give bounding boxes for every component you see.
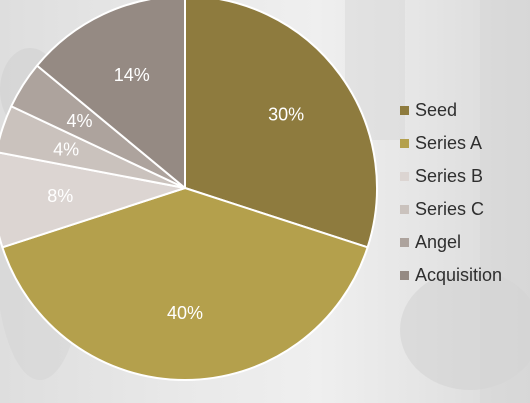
pie-slice-acquisition <box>36 0 186 189</box>
pie-slice-labels: 30% 40% 8% 4% 4% 14% <box>47 65 304 323</box>
legend-label: Angel <box>415 232 462 252</box>
pie-slice-label: 14% <box>114 65 150 85</box>
legend-item-series-c: Series C <box>400 193 502 226</box>
pie-slices <box>0 0 378 381</box>
legend-label: Acquisition <box>415 265 503 285</box>
legend-label: Seed <box>415 100 458 120</box>
legend-label: Series A <box>415 133 483 153</box>
legend-item-acquisition: Acquisition <box>400 259 502 292</box>
legend-swatch <box>400 139 409 148</box>
pie-slice-label: 8% <box>47 186 73 206</box>
legend: Seed Series A Series B Series C Angel Acquisi… <box>400 94 502 292</box>
legend-swatch <box>400 271 409 280</box>
pie-slice-label: 40% <box>167 303 203 323</box>
legend-swatch <box>400 238 409 247</box>
legend-item-angel: Angel <box>400 226 502 259</box>
legend-label: Series C <box>415 199 485 219</box>
pie-slice-series-b <box>0 151 186 249</box>
legend-item-series-b: Series B <box>400 160 502 193</box>
legend-item-series-a: Series A <box>400 127 502 160</box>
legend-swatch <box>400 106 409 115</box>
legend-label: Series B <box>415 166 484 186</box>
pie-slice-label: 4% <box>66 111 92 131</box>
pie-slice-label: 4% <box>53 139 79 159</box>
legend-item-seed: Seed <box>400 94 502 127</box>
legend-swatch <box>400 172 409 181</box>
pie-slice-seed <box>184 0 378 249</box>
pie-slice-series-a <box>1 187 369 381</box>
legend-swatch <box>400 205 409 214</box>
pie-slice-label: 30% <box>268 105 304 125</box>
